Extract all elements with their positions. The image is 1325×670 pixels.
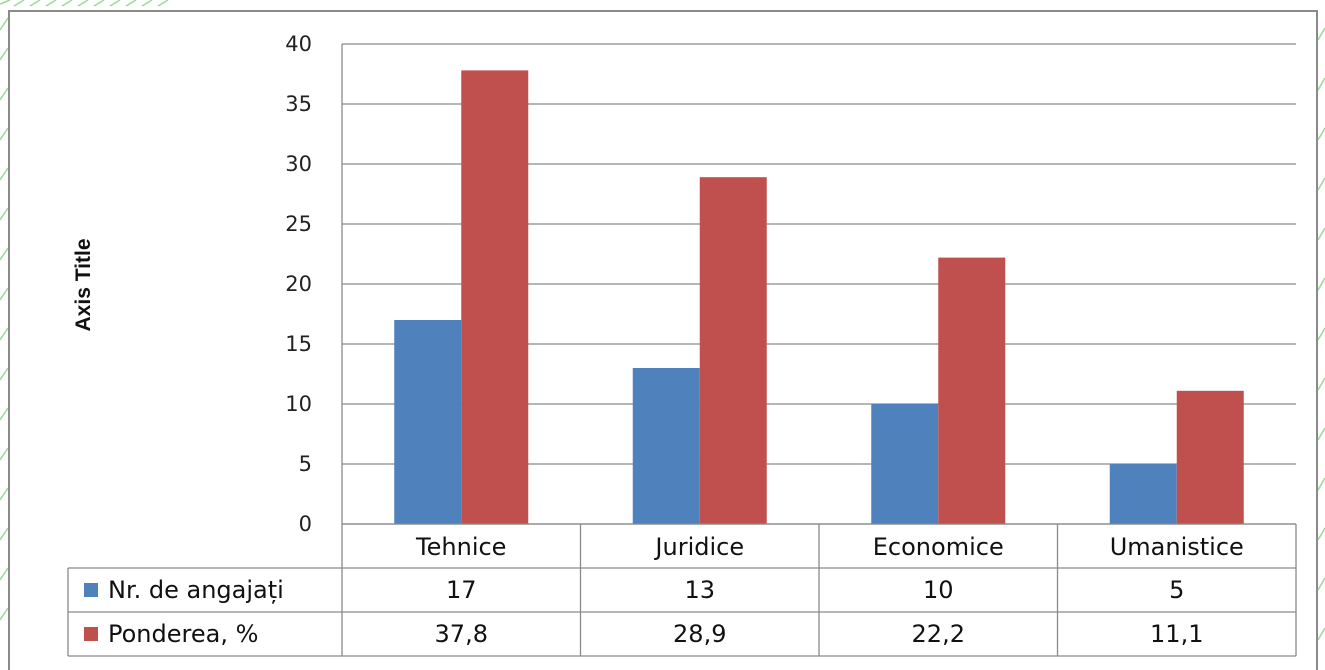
category-label: Umanistice xyxy=(1110,533,1244,561)
y-tick-label: 40 xyxy=(285,32,312,56)
data-table: Tehnice Juridice Economice Umanistice Nr. de… xyxy=(67,523,1297,657)
y-tick-label: 10 xyxy=(285,392,312,416)
y-tick-label: 25 xyxy=(285,212,312,236)
y-tick-label: 20 xyxy=(285,272,312,296)
data-label: 11,1 xyxy=(1150,620,1203,648)
y-tick-label: 15 xyxy=(285,332,312,356)
bar-nr-angajati-tehnice xyxy=(394,320,462,524)
data-label: 22,2 xyxy=(912,620,965,648)
bar-ponderea-juridice xyxy=(699,177,767,524)
legend-label: Ponderea, % xyxy=(108,620,258,648)
category-label: Juridice xyxy=(653,533,744,561)
data-label: 5 xyxy=(1169,576,1184,604)
bars xyxy=(394,70,1244,525)
data-label: 17 xyxy=(446,576,477,604)
data-label: 28,9 xyxy=(673,620,726,648)
bar-ponderea-tehnice xyxy=(461,70,529,525)
data-label: 37,8 xyxy=(435,620,488,648)
legend-swatch xyxy=(84,627,98,641)
data-label: 13 xyxy=(684,576,715,604)
bar-ponderea-economice xyxy=(938,257,1006,524)
bar-ponderea-umanistice xyxy=(1176,390,1244,524)
category-label: Economice xyxy=(873,533,1004,561)
y-tick-label: 35 xyxy=(285,92,312,116)
category-label: Tehnice xyxy=(415,533,506,561)
y-axis-title: Axis Title xyxy=(72,239,95,332)
bar-nr-angajati-umanistice xyxy=(1109,464,1177,524)
bar-nr-angajati-economice xyxy=(871,404,939,524)
bar-nr-angajati-juridice xyxy=(632,368,700,524)
legend-swatch xyxy=(84,583,98,597)
y-tick-label: 30 xyxy=(285,152,312,176)
data-label: 10 xyxy=(923,576,954,604)
chart-frame xyxy=(8,10,1318,670)
y-axis-ticks: 0 5 10 15 20 25 30 35 40 xyxy=(285,32,312,536)
legend-label: Nr. de angajați xyxy=(108,576,284,604)
y-tick-label: 0 xyxy=(299,512,312,536)
y-tick-label: 5 xyxy=(299,452,312,476)
